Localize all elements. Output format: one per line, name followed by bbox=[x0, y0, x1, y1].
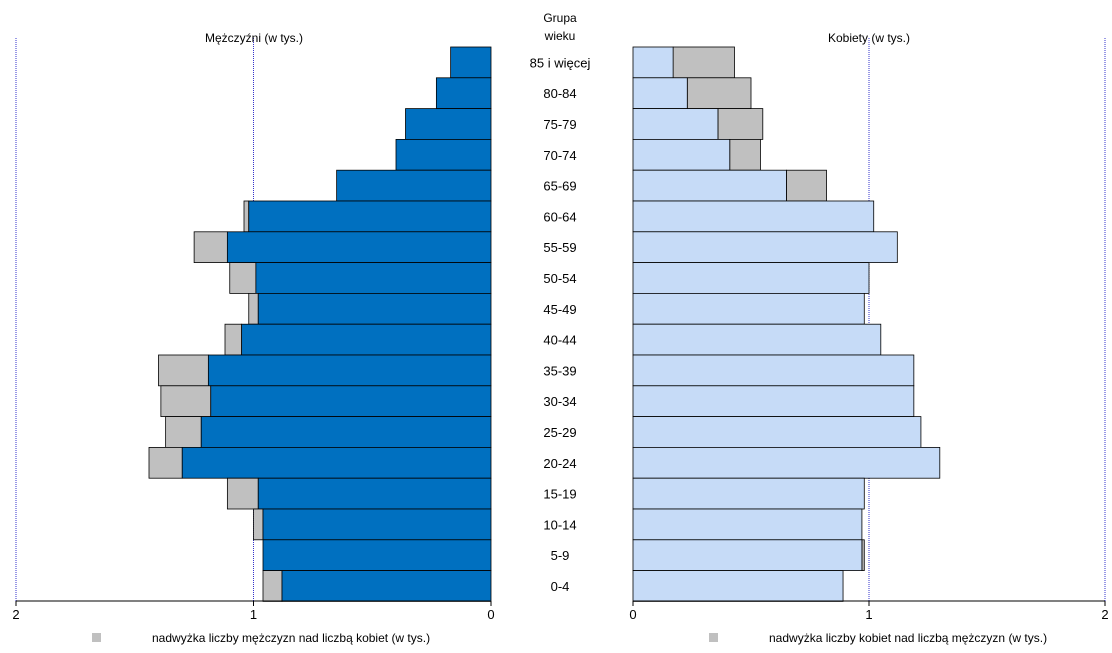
male-surplus-bar bbox=[243, 200, 250, 233]
bars bbox=[148, 46, 941, 602]
male-bar bbox=[262, 508, 492, 541]
left-legend-label: nadwyżka liczby mężczyzn nad liczbą kobi… bbox=[152, 631, 430, 645]
female-bar bbox=[632, 231, 898, 264]
left-tick-label: 0 bbox=[487, 607, 494, 622]
male-bar bbox=[241, 323, 492, 356]
age-group-label: 85 i więcej bbox=[530, 55, 591, 70]
age-group-header-line1: Grupa bbox=[543, 11, 577, 25]
age-group-label: 40-44 bbox=[543, 333, 576, 348]
female-surplus-bar bbox=[686, 77, 752, 110]
male-bar bbox=[435, 77, 492, 110]
male-bar bbox=[450, 46, 492, 79]
male-bar bbox=[210, 385, 492, 417]
age-group-label: 55-59 bbox=[543, 240, 576, 255]
age-group-label: 10-14 bbox=[543, 517, 576, 532]
male-bar bbox=[395, 138, 492, 171]
age-group-header-line2: wieku bbox=[544, 29, 576, 43]
left-panel-title: Mężczyźni (w tys.) bbox=[205, 31, 303, 45]
female-bar bbox=[632, 200, 875, 233]
female-bar bbox=[632, 169, 787, 202]
male-surplus-bar bbox=[193, 231, 228, 264]
male-bar bbox=[405, 108, 492, 140]
axes: 2 1 0 0 1 2 bbox=[12, 600, 1109, 622]
male-surplus-bar bbox=[224, 323, 243, 356]
female-bar bbox=[632, 108, 719, 140]
female-bar bbox=[632, 138, 731, 171]
male-bar bbox=[281, 570, 492, 602]
female-bar bbox=[632, 77, 688, 110]
female-bar bbox=[632, 508, 863, 541]
female-bar bbox=[632, 385, 915, 417]
female-surplus-bar bbox=[786, 169, 827, 202]
left-legend-swatch bbox=[92, 633, 101, 642]
right-tick-label: 0 bbox=[629, 607, 636, 622]
male-bar bbox=[248, 200, 492, 233]
age-group-label: 0-4 bbox=[551, 579, 570, 594]
male-bar bbox=[257, 477, 492, 510]
left-tick-label: 2 bbox=[12, 607, 19, 622]
male-surplus-bar bbox=[226, 477, 259, 510]
age-group-label: 25-29 bbox=[543, 425, 576, 440]
left-tick-label: 1 bbox=[250, 607, 257, 622]
age-group-label: 45-49 bbox=[543, 302, 576, 317]
female-bar bbox=[632, 292, 865, 325]
female-bar bbox=[632, 446, 941, 479]
right-tick-label: 1 bbox=[865, 607, 872, 622]
female-bar bbox=[632, 46, 674, 79]
age-group-label: 5-9 bbox=[551, 548, 570, 563]
age-group-label: 75-79 bbox=[543, 117, 576, 132]
male-surplus-bar bbox=[160, 385, 212, 417]
right-legend-label: nadwyżka liczby kobiet nad liczbą mężczy… bbox=[769, 631, 1047, 645]
male-bar bbox=[255, 262, 492, 294]
male-surplus-bar bbox=[229, 262, 257, 294]
male-bar bbox=[226, 231, 492, 264]
right-tick-label: 2 bbox=[1101, 607, 1108, 622]
right-legend-swatch bbox=[709, 633, 718, 642]
age-group-label: 20-24 bbox=[543, 456, 576, 471]
male-surplus-bar bbox=[248, 292, 259, 325]
male-bar bbox=[262, 539, 492, 571]
female-surplus-bar bbox=[729, 138, 761, 171]
male-surplus-bar bbox=[262, 570, 283, 602]
male-surplus-bar bbox=[158, 354, 209, 387]
female-bar bbox=[632, 477, 865, 510]
age-group-label: 15-19 bbox=[543, 487, 576, 502]
male-surplus-bar bbox=[148, 446, 183, 479]
female-bar bbox=[632, 570, 844, 602]
age-group-label: 65-69 bbox=[543, 179, 576, 194]
age-group-label: 35-39 bbox=[543, 363, 576, 378]
female-bar bbox=[632, 539, 863, 571]
female-bar bbox=[632, 323, 882, 356]
female-surplus-bar bbox=[717, 108, 764, 140]
male-bar bbox=[336, 169, 492, 202]
male-bar bbox=[200, 416, 492, 448]
male-surplus-bar bbox=[165, 416, 202, 448]
male-surplus-bar bbox=[253, 508, 264, 541]
age-group-label: 80-84 bbox=[543, 86, 576, 101]
female-bar bbox=[632, 262, 870, 294]
age-group-labels: 85 i więcej 80-84 75-79 70-74 65-69 60-64 55-5… bbox=[530, 55, 591, 594]
age-group-label: 70-74 bbox=[543, 148, 576, 163]
male-bar bbox=[181, 446, 492, 479]
female-bar bbox=[632, 416, 922, 448]
male-bar bbox=[257, 292, 492, 325]
age-group-label: 50-54 bbox=[543, 271, 576, 286]
male-bar bbox=[207, 354, 492, 387]
female-bar bbox=[632, 354, 915, 387]
right-panel-title: Kobiety (w tys.) bbox=[828, 31, 910, 45]
age-group-label: 30-34 bbox=[543, 394, 576, 409]
female-surplus-bar bbox=[672, 46, 735, 79]
age-group-label: 60-64 bbox=[543, 209, 576, 224]
